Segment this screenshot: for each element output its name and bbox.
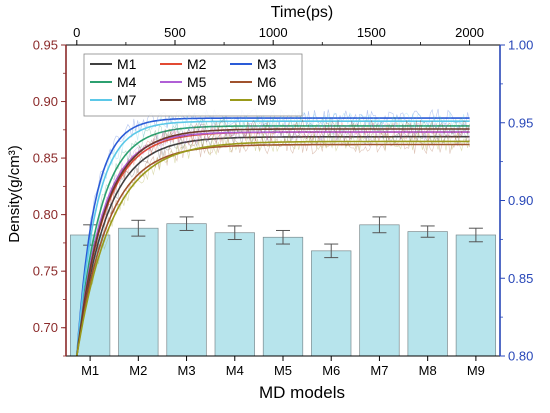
series-line-M4 (76, 125, 470, 357)
legend-label-M1: M1 (117, 56, 137, 72)
bottom-tick-label: M2 (129, 363, 147, 378)
legend-label-M5: M5 (187, 74, 207, 90)
bar-M5 (262, 236, 304, 357)
x-axis-label: MD models (259, 383, 345, 402)
legend-label-M6: M6 (257, 74, 277, 90)
series-line-M3 (76, 117, 470, 357)
bar-M8 (407, 231, 448, 357)
left-axis-label: Density(g/cm³) (6, 145, 23, 243)
legend-label-M2: M2 (187, 56, 207, 72)
series-line-M6 (76, 143, 470, 357)
legend-label-M4: M4 (117, 74, 137, 90)
series-line-M8 (76, 128, 470, 357)
top-tick-label: 1500 (357, 25, 386, 40)
right-tick-label: 0.90 (508, 193, 533, 208)
bottom-tick-label: M5 (274, 363, 292, 378)
series-line-M5 (76, 131, 470, 357)
series-line-M9 (76, 140, 470, 357)
bottom-tick-label: M1 (81, 363, 99, 378)
right-tick-label: 0.85 (508, 271, 533, 286)
left-tick-label: 0.85 (33, 151, 58, 166)
lines-layer (76, 108, 470, 357)
legend-label-M9: M9 (257, 92, 277, 108)
series-noise-M7 (76, 111, 470, 357)
top-tick-label: 2000 (455, 25, 484, 40)
bottom-tick-label: M4 (226, 363, 244, 378)
bar-M3 (166, 223, 207, 357)
left-tick-label: 0.75 (33, 264, 58, 279)
bars-layer (69, 216, 497, 357)
series-line-M1 (76, 135, 470, 357)
bottom-tick-label: M3 (178, 363, 196, 378)
legend: M1 M2 M3 M4 M5 M6 M7 M8 M9 (83, 53, 303, 117)
legend-label-M3: M3 (257, 56, 277, 72)
bar-M9 (455, 234, 497, 357)
top-tick-label: 1000 (259, 25, 288, 40)
bottom-tick-label: M9 (467, 363, 485, 378)
series-noise-M9 (76, 131, 470, 356)
bar-M2 (118, 227, 159, 357)
bottom-tick-label: M8 (419, 363, 437, 378)
series-noise-M4 (76, 115, 470, 357)
right-tick-label: 0.95 (508, 115, 533, 130)
bar-M6 (311, 250, 352, 357)
left-tick-label: 0.90 (33, 94, 58, 109)
legend-box (83, 53, 303, 117)
bar-M4 (214, 232, 255, 357)
left-tick-label: 0.80 (33, 207, 58, 222)
top-tick-label: 500 (164, 25, 186, 40)
right-tick-label: 1.00 (508, 38, 533, 53)
top-axis-label: Time(ps) (271, 4, 334, 21)
bottom-tick-label: M6 (322, 363, 340, 378)
axes-layer: 0.70 0.75 0.80 0.85 0.90 0.95 0.80 0.85 0.90 0.95… (33, 25, 534, 378)
right-tick-label: 0.80 (508, 349, 533, 364)
left-tick-label: 0.95 (33, 38, 58, 53)
top-tick-label: 0 (73, 25, 80, 40)
left-tick-label: 0.70 (33, 320, 58, 335)
legend-label-M8: M8 (187, 92, 207, 108)
bar-M7 (359, 224, 400, 357)
series-line-M7 (76, 120, 470, 357)
bottom-tick-label: M7 (370, 363, 388, 378)
legend-label-M7: M7 (117, 92, 137, 108)
